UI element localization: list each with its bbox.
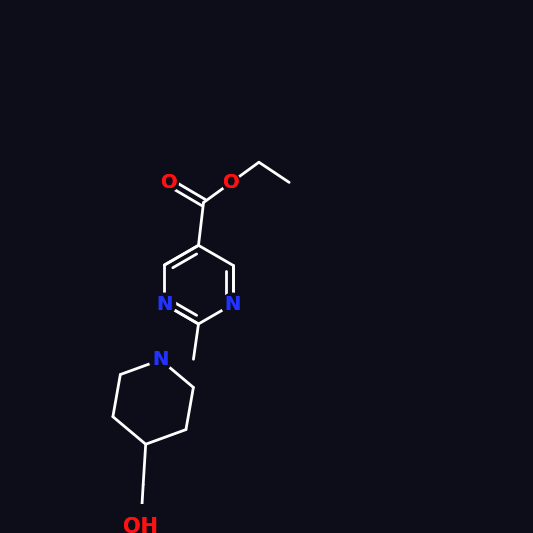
- Text: OH: OH: [123, 518, 158, 533]
- Text: N: N: [156, 295, 173, 314]
- Text: N: N: [224, 295, 240, 314]
- Text: O: O: [223, 173, 239, 192]
- Circle shape: [126, 513, 155, 533]
- Circle shape: [221, 293, 244, 316]
- Circle shape: [160, 173, 179, 191]
- Text: N: N: [152, 350, 169, 369]
- Text: O: O: [161, 173, 177, 192]
- Circle shape: [222, 173, 240, 191]
- Circle shape: [154, 293, 175, 316]
- Text: N: N: [224, 295, 240, 314]
- Circle shape: [149, 349, 172, 371]
- Text: O: O: [223, 173, 239, 192]
- Text: OH: OH: [123, 518, 158, 533]
- Text: N: N: [152, 350, 169, 369]
- Text: N: N: [156, 295, 173, 314]
- Text: O: O: [161, 173, 177, 192]
